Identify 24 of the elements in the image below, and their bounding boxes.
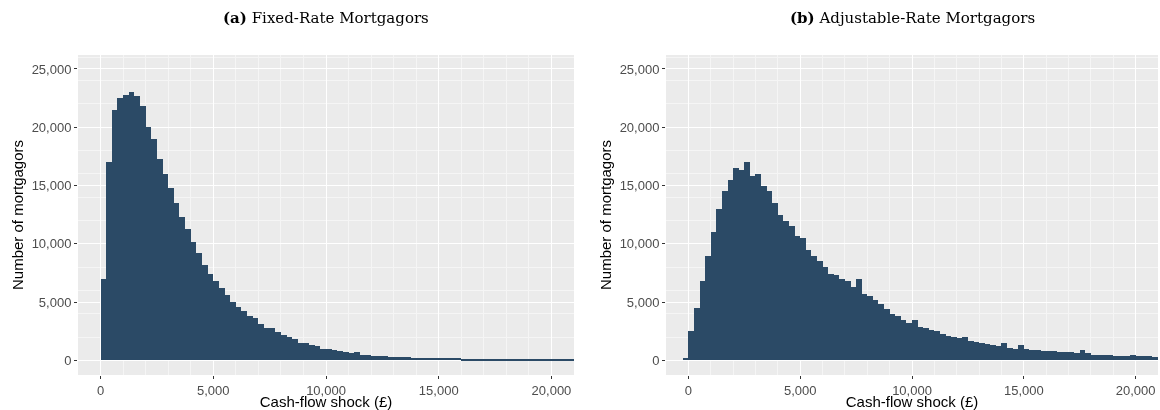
y-tick-label: 5,000	[38, 294, 72, 310]
y-tick-label: 15,000	[31, 178, 72, 194]
chart-title: (a) Fixed-Rate Mortgagors	[223, 9, 429, 27]
y-tick-label: 0	[652, 352, 660, 368]
y-tick-label: 10,000	[31, 236, 72, 252]
x-tick-label: 20,000	[531, 382, 572, 398]
y-tick-label: 25,000	[31, 61, 72, 77]
x-tick-label: 5,000	[197, 382, 230, 398]
y-tick-label: 20,000	[619, 119, 660, 135]
y-tick-label: 0	[64, 352, 72, 368]
x-tick-label: 0	[96, 382, 105, 398]
x-tick-label: 20,000	[1115, 382, 1156, 398]
x-tick-label: 15,000	[1003, 382, 1044, 398]
y-tick-label: 15,000	[619, 178, 660, 194]
y-tick-label: 25,000	[619, 61, 660, 77]
y-axis-title: Number of mortgagors	[596, 139, 614, 291]
x-tick-label: 5,000	[783, 382, 817, 398]
y-tick-label: 10,000	[619, 236, 660, 252]
x-tick-label: 15,000	[418, 382, 459, 398]
y-axis-title: Number of mortgagors	[8, 139, 26, 291]
chart-title: (b) Adjustable-Rate Mortgagors	[790, 9, 1036, 27]
y-tick-label: 5,000	[626, 294, 660, 310]
x-tick-label: 0	[684, 382, 692, 398]
y-tick-label: 20,000	[31, 119, 72, 135]
